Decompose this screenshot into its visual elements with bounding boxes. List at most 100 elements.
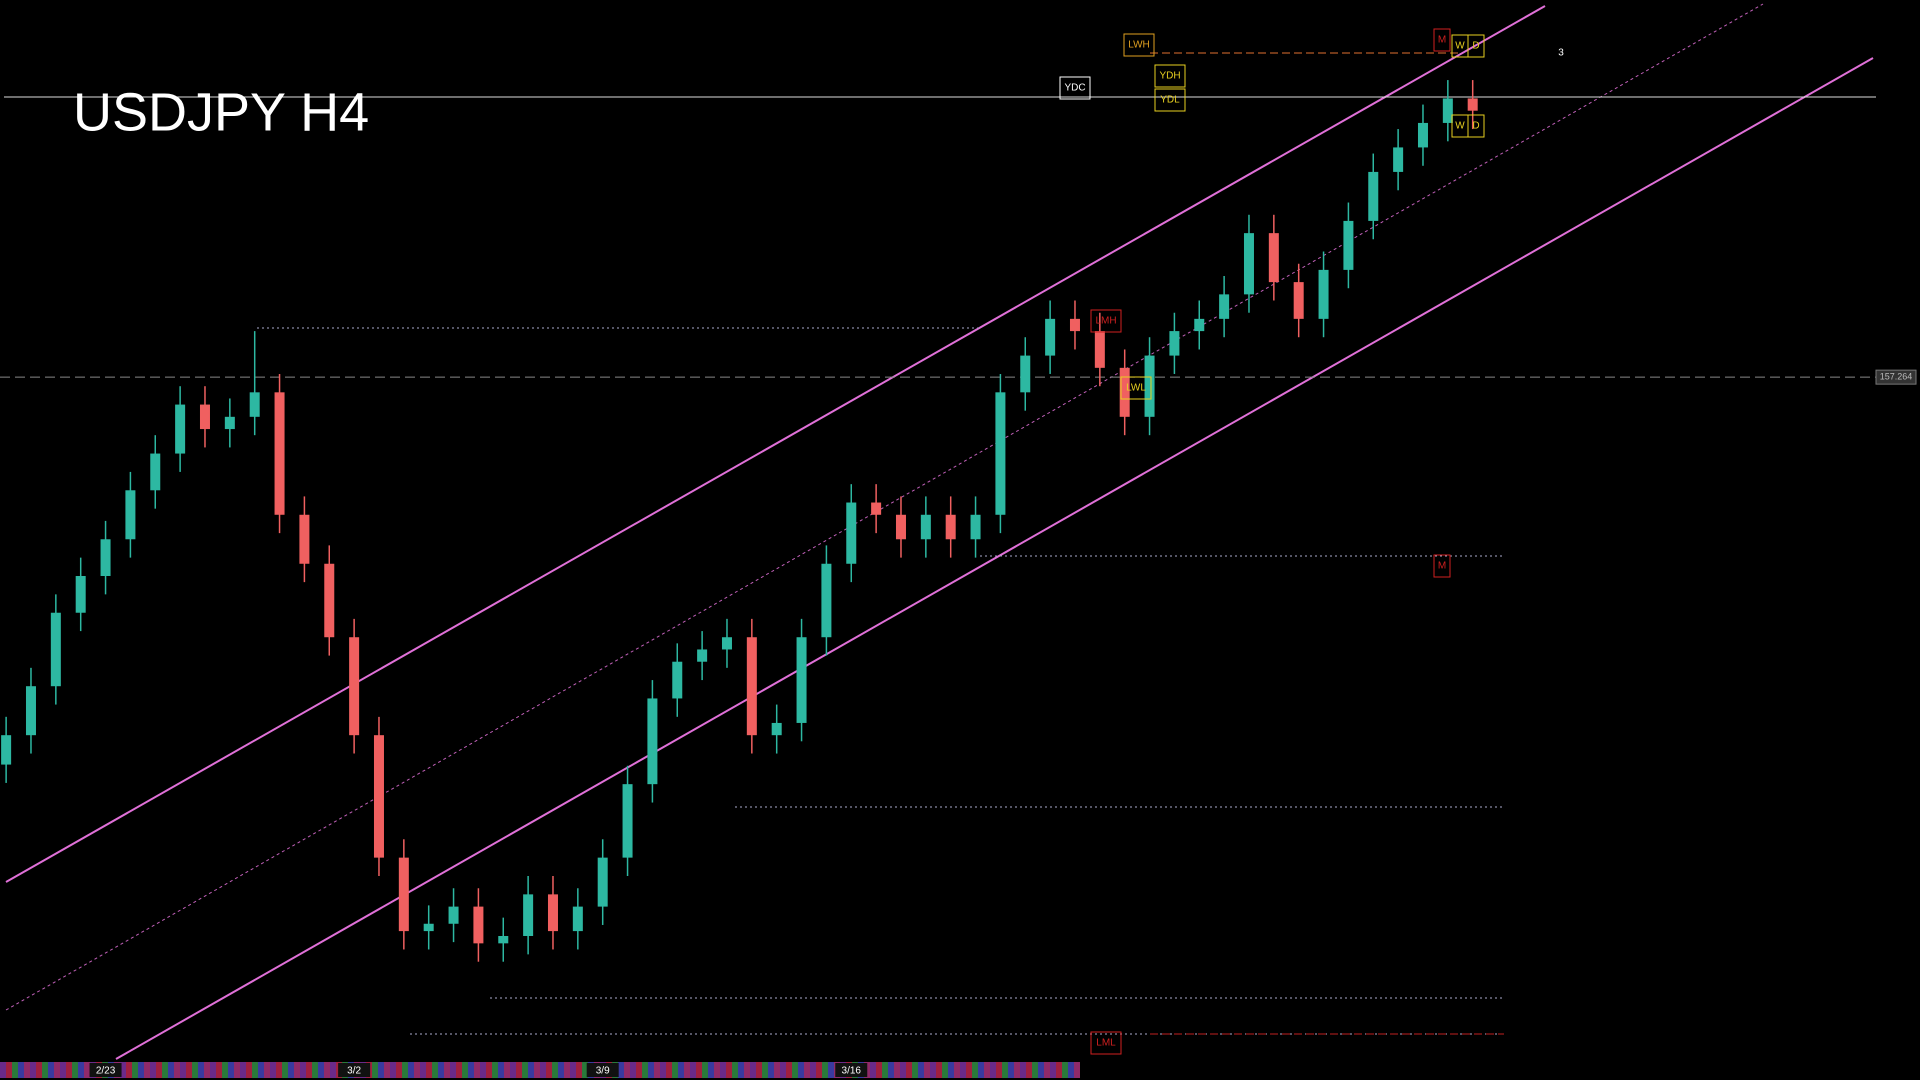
- candle-body: [1318, 269, 1329, 319]
- time-strip: [948, 1062, 954, 1078]
- candle-body: [498, 936, 509, 944]
- annotation-label: D: [1472, 121, 1479, 132]
- time-strip: [870, 1062, 876, 1078]
- time-strip: [666, 1062, 672, 1078]
- time-strip: [222, 1062, 228, 1078]
- candle-body: [125, 490, 136, 540]
- candle-body: [473, 906, 484, 944]
- candle-body: [672, 661, 683, 699]
- candle-body: [572, 906, 583, 932]
- annotation-label: 3: [1558, 48, 1564, 59]
- time-strip: [654, 1062, 660, 1078]
- time-strip: [546, 1062, 552, 1078]
- annotation-label: YDH: [1159, 71, 1180, 82]
- time-strip: [816, 1062, 822, 1078]
- candles: [1, 80, 1478, 962]
- grid: 157.264: [0, 369, 1917, 385]
- time-strip: [6, 1062, 12, 1078]
- annotation-label: YDL: [1160, 95, 1180, 106]
- candle-body: [50, 612, 61, 687]
- time-strip: [1032, 1062, 1038, 1078]
- time-strip: [462, 1062, 468, 1078]
- time-strip: [768, 1062, 774, 1078]
- time-strip: [894, 1062, 900, 1078]
- time-strip: [726, 1062, 732, 1078]
- candle-body: [373, 735, 384, 858]
- time-strip: [906, 1062, 912, 1078]
- time-strip: [582, 1062, 588, 1078]
- candle-body: [1417, 122, 1428, 148]
- time-strip: [300, 1062, 306, 1078]
- annotation-label: LML: [1096, 1038, 1116, 1049]
- candle-body: [1219, 294, 1230, 319]
- time-strip: [174, 1062, 180, 1078]
- candle-body: [1268, 233, 1279, 283]
- time-strip: [54, 1062, 60, 1078]
- time-strip: [168, 1062, 174, 1078]
- candle-body: [697, 649, 708, 662]
- candle-body: [1094, 331, 1105, 368]
- time-strip: [954, 1062, 960, 1078]
- annotation-label: W: [1455, 41, 1465, 52]
- annotation-box: [1090, 1031, 1122, 1055]
- time-strip: [48, 1062, 54, 1078]
- time-strip: [312, 1062, 318, 1078]
- time-strip: [876, 1062, 882, 1078]
- time-strip: [180, 1062, 186, 1078]
- time-strip: [126, 1062, 132, 1078]
- time-strip: [186, 1062, 192, 1078]
- time-strip: [942, 1062, 948, 1078]
- time-strip: [522, 1062, 528, 1078]
- annotation-box: [1090, 309, 1122, 333]
- time-strip: [516, 1062, 522, 1078]
- candle-body: [721, 637, 732, 650]
- candle-body: [920, 514, 931, 540]
- time-strip: [570, 1062, 576, 1078]
- time-strip: [1008, 1062, 1014, 1078]
- candle-body: [1393, 147, 1404, 172]
- annotation-box: [1433, 28, 1451, 52]
- time-strip: [384, 1062, 390, 1078]
- candle-body: [523, 894, 534, 936]
- time-strip: [18, 1062, 24, 1078]
- time-strip: [270, 1062, 276, 1078]
- time-strip: [1062, 1062, 1068, 1078]
- time-strip: [228, 1062, 234, 1078]
- time-strip: [372, 1062, 378, 1078]
- time-strip: [498, 1062, 504, 1078]
- candle-body: [175, 404, 186, 454]
- time-strip: [1026, 1062, 1032, 1078]
- candle-body: [1169, 331, 1180, 356]
- candle-body: [871, 502, 882, 515]
- time-strip: [714, 1062, 720, 1078]
- annotation-label: LWH: [1128, 40, 1149, 51]
- candle-body: [970, 514, 981, 540]
- time-strip: [306, 1062, 312, 1078]
- time-strip: [528, 1062, 534, 1078]
- candle-body: [199, 404, 210, 430]
- annotation-label: M: [1438, 561, 1446, 572]
- annotation-box: [1120, 376, 1152, 400]
- time-strip: [1038, 1062, 1044, 1078]
- time-strip: [678, 1062, 684, 1078]
- time-strip: [564, 1062, 570, 1078]
- time-strip: [144, 1062, 150, 1078]
- price-label-box: [1875, 369, 1917, 385]
- time-strip: [138, 1062, 144, 1078]
- candle-body: [1442, 98, 1453, 123]
- annotation-label: YDC: [1064, 83, 1085, 94]
- x-tick-label: 3/16: [842, 1066, 862, 1077]
- time-strip: [234, 1062, 240, 1078]
- time-strip: [552, 1062, 558, 1078]
- time-strip: [1020, 1062, 1026, 1078]
- candle-body: [547, 894, 558, 932]
- time-strip: [402, 1062, 408, 1078]
- time-strip: [510, 1062, 516, 1078]
- time-strip: [744, 1062, 750, 1078]
- time-strip: [630, 1062, 636, 1078]
- time-strip: [504, 1062, 510, 1078]
- candle-body: [597, 857, 608, 907]
- time-strip: [396, 1062, 402, 1078]
- time-strip: [636, 1062, 642, 1078]
